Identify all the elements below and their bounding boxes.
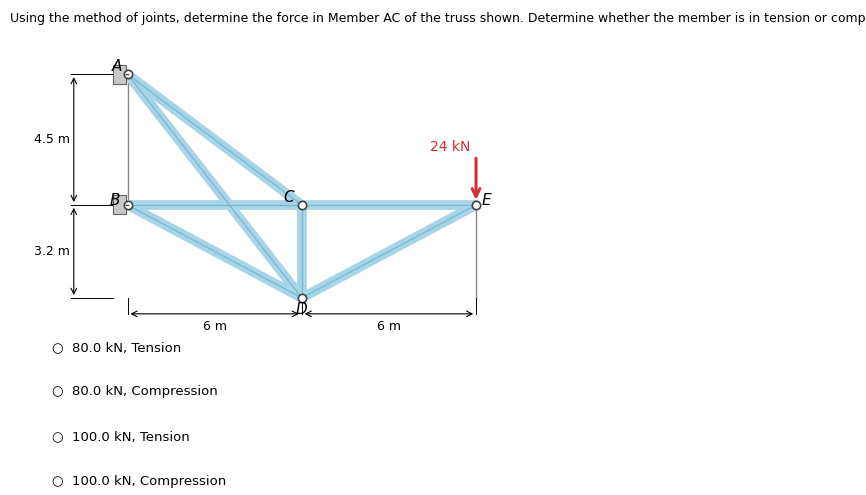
- Text: 6 m: 6 m: [377, 320, 401, 333]
- Text: D: D: [296, 302, 307, 317]
- Text: E: E: [481, 193, 491, 208]
- Text: 3.2 m: 3.2 m: [35, 245, 70, 258]
- Bar: [113, 65, 126, 84]
- Text: ○  100.0 kN, Tension: ○ 100.0 kN, Tension: [52, 430, 190, 443]
- Text: B: B: [109, 193, 120, 208]
- Text: 24 kN: 24 kN: [430, 140, 470, 154]
- Text: 6 m: 6 m: [203, 320, 227, 333]
- Text: Using the method of joints, determine the force in Member AC of the truss shown.: Using the method of joints, determine th…: [10, 12, 866, 25]
- Bar: [113, 196, 126, 214]
- Text: 4.5 m: 4.5 m: [35, 133, 70, 146]
- Text: C: C: [283, 190, 294, 205]
- Text: A: A: [113, 59, 123, 74]
- Text: ○  80.0 kN, Compression: ○ 80.0 kN, Compression: [52, 386, 217, 398]
- Text: ○  100.0 kN, Compression: ○ 100.0 kN, Compression: [52, 475, 226, 488]
- Text: ○  80.0 kN, Tension: ○ 80.0 kN, Tension: [52, 341, 181, 354]
